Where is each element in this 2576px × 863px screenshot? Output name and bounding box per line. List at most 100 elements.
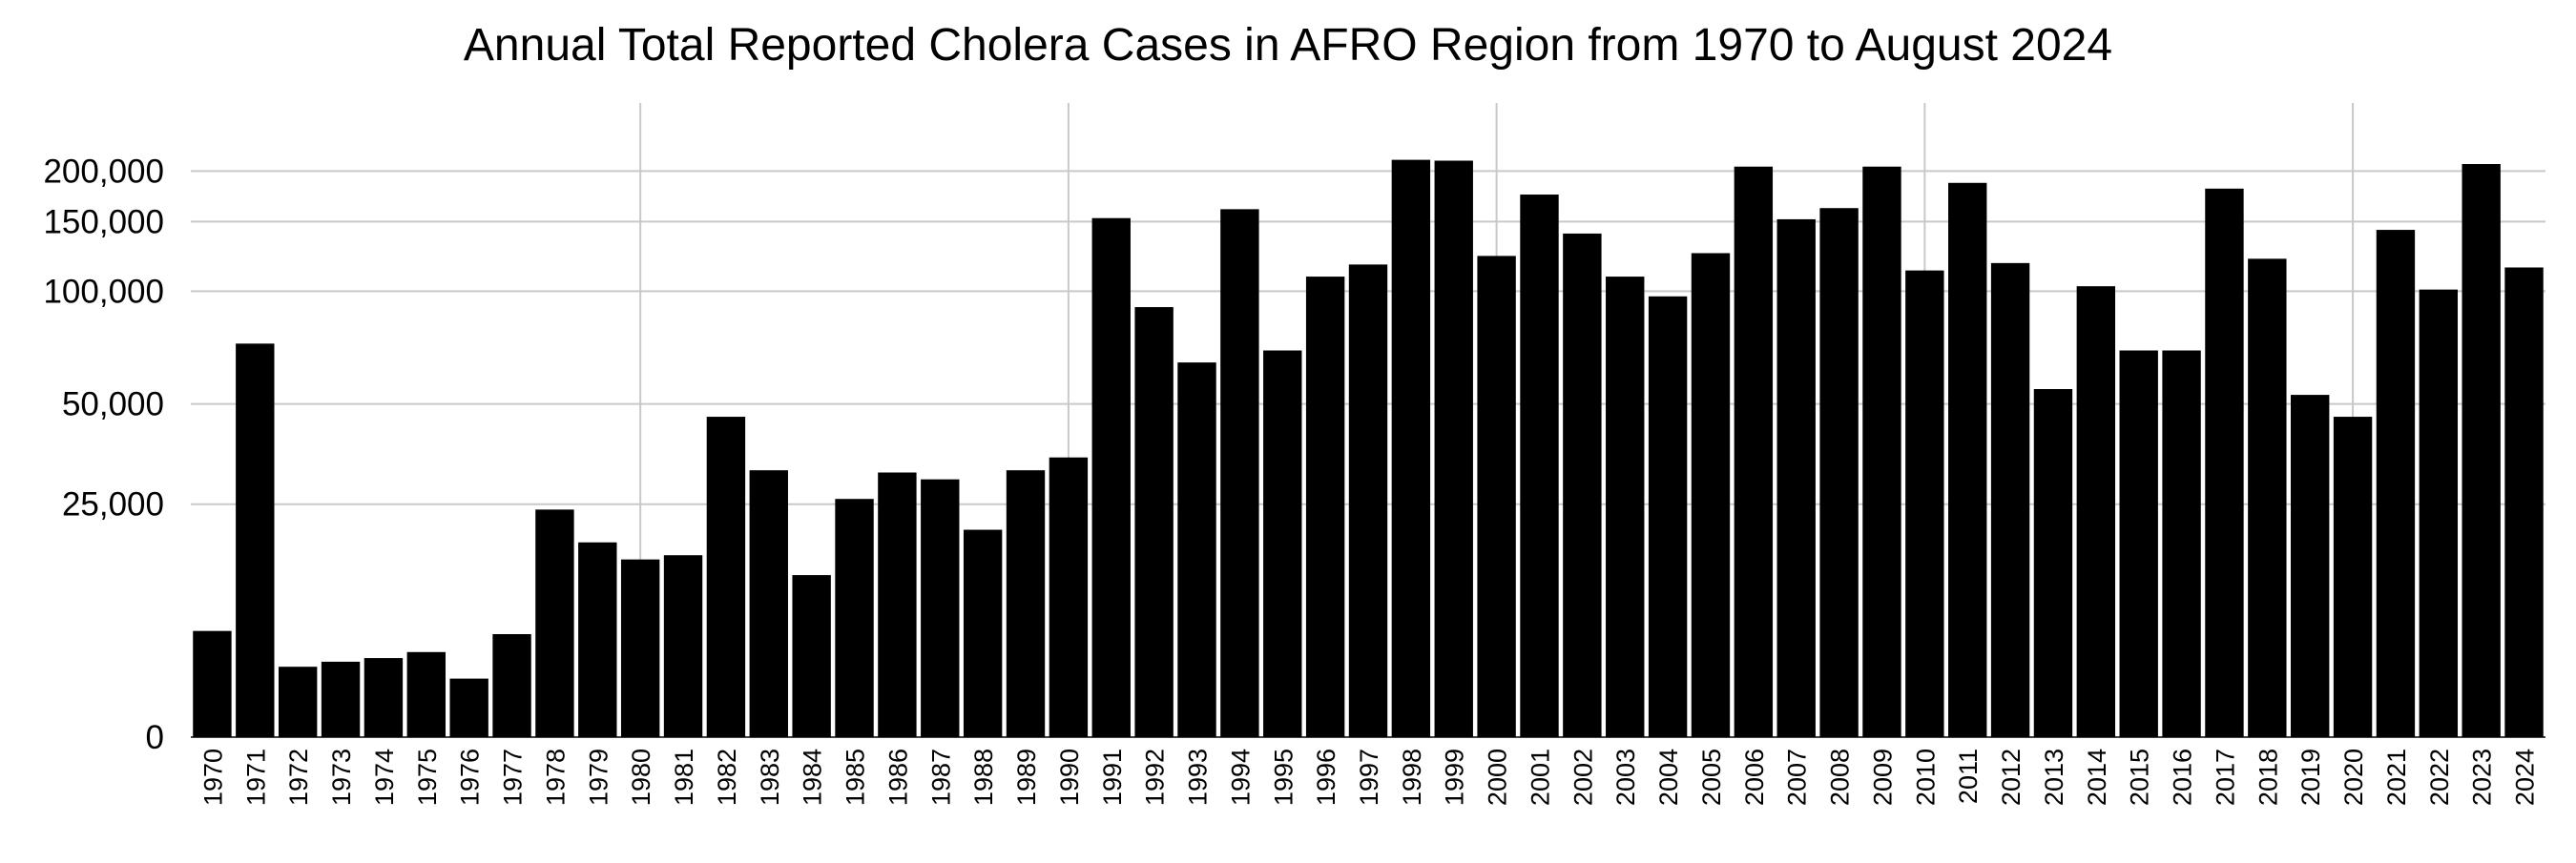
bar-2008 <box>1819 208 1859 737</box>
y-tick-label: 200,000 <box>43 153 164 190</box>
chart-title: Annual Total Reported Cholera Cases in A… <box>464 20 2112 71</box>
bar-2016 <box>2162 350 2201 737</box>
x-tick-label: 1984 <box>799 749 827 806</box>
x-tick-label: 2001 <box>1526 749 1554 806</box>
x-tick-label: 1993 <box>1184 749 1213 806</box>
x-tick-label: 2008 <box>1826 749 1855 806</box>
bar-2005 <box>1691 253 1731 737</box>
x-tick-label: 1998 <box>1398 749 1426 806</box>
x-tick-label: 2013 <box>2040 749 2068 806</box>
x-tick-label: 1979 <box>584 749 613 806</box>
bar-2021 <box>2376 230 2416 737</box>
x-tick-label: 1985 <box>841 749 870 806</box>
bar-1987 <box>921 479 960 737</box>
x-tick-label: 1970 <box>198 749 227 806</box>
x-tick-label: 2017 <box>2211 749 2239 806</box>
bars <box>193 159 2544 738</box>
bar-1994 <box>1220 209 1259 737</box>
y-axis-ticks: 0 25,000 50,000 100,000 150,000 200,000 <box>43 153 164 756</box>
bar-1998 <box>1391 159 1431 737</box>
x-tick-label: 2007 <box>1783 749 1812 806</box>
bar-1981 <box>663 555 703 737</box>
bar-2007 <box>1776 218 1816 738</box>
x-tick-label: 2012 <box>1997 749 2025 806</box>
x-tick-label: 2003 <box>1611 749 1640 806</box>
bar-1991 <box>1091 217 1131 738</box>
x-tick-label: 2024 <box>2511 749 2540 806</box>
bar-1980 <box>620 559 660 737</box>
y-tick-label: 100,000 <box>43 273 164 310</box>
bar-1989 <box>1006 470 1046 737</box>
bar-1970 <box>193 630 232 737</box>
bar-1997 <box>1348 264 1388 737</box>
x-tick-label: 1990 <box>1055 749 1084 806</box>
x-tick-label: 1987 <box>926 749 955 806</box>
bar-1992 <box>1134 307 1174 737</box>
bar-2000 <box>1477 256 1516 737</box>
x-tick-label: 1989 <box>1012 749 1041 806</box>
x-tick-label: 2020 <box>2339 749 2368 806</box>
x-tick-label: 2010 <box>1911 749 1940 806</box>
x-tick-label: 1986 <box>883 749 912 806</box>
bar-2009 <box>1862 166 1901 737</box>
bar-1993 <box>1177 362 1216 737</box>
bar-1988 <box>963 529 1003 737</box>
bar-2024 <box>2504 267 2544 737</box>
x-tick-label: 2002 <box>1568 749 1597 806</box>
x-tick-label: 1978 <box>541 749 570 806</box>
x-tick-label: 2015 <box>2126 749 2154 806</box>
bar-2018 <box>2248 258 2287 737</box>
x-tick-label: 1988 <box>969 749 998 806</box>
x-tick-label: 2022 <box>2425 749 2454 806</box>
bar-1976 <box>449 678 488 737</box>
bar-1979 <box>578 542 617 737</box>
x-tick-label: 2018 <box>2254 749 2282 806</box>
bar-2004 <box>1648 296 1688 737</box>
bar-2022 <box>2419 289 2459 737</box>
bar-1996 <box>1305 277 1345 737</box>
bar-2010 <box>1905 270 1944 737</box>
bar-1983 <box>749 470 788 737</box>
bar-1995 <box>1263 350 1302 737</box>
x-tick-label: 1971 <box>241 749 270 806</box>
x-tick-label: 1992 <box>1141 749 1170 806</box>
bar-1985 <box>835 499 874 737</box>
bar-2001 <box>1520 195 1559 737</box>
y-tick-label: 150,000 <box>43 203 164 240</box>
x-tick-label: 1973 <box>327 749 356 806</box>
x-tick-label: 2014 <box>2083 749 2111 806</box>
bar-2017 <box>2205 188 2244 737</box>
bar-1999 <box>1434 160 1473 738</box>
x-tick-label: 1975 <box>413 749 442 806</box>
x-tick-label: 2005 <box>1697 749 1726 806</box>
x-tick-label: 1997 <box>1355 749 1383 806</box>
bar-1971 <box>236 343 275 737</box>
x-tick-label: 1999 <box>1441 749 1469 806</box>
y-tick-label: 0 <box>146 719 164 756</box>
bar-2014 <box>2076 286 2116 737</box>
x-tick-label: 1981 <box>670 749 698 806</box>
x-tick-label: 2016 <box>2169 749 2197 806</box>
bar-1982 <box>706 417 746 737</box>
y-tick-label: 25,000 <box>62 486 164 524</box>
bar-1973 <box>321 661 361 737</box>
x-tick-label: 2021 <box>2382 749 2411 806</box>
x-tick-label: 1980 <box>627 749 655 806</box>
x-tick-label: 2019 <box>2296 749 2325 806</box>
x-tick-label: 1972 <box>284 749 313 806</box>
bar-2003 <box>1606 277 1645 737</box>
bar-1977 <box>492 633 531 737</box>
bar-2019 <box>2291 395 2330 737</box>
x-tick-label: 2004 <box>1654 749 1683 806</box>
x-tick-label: 2006 <box>1740 749 1769 806</box>
x-tick-label: 1976 <box>456 749 485 806</box>
bar-2023 <box>2462 164 2501 737</box>
bar-2020 <box>2333 417 2373 737</box>
bar-1990 <box>1049 457 1089 737</box>
x-tick-label: 2000 <box>1484 749 1512 806</box>
x-tick-label: 1983 <box>756 749 784 806</box>
bar-2006 <box>1734 166 1774 737</box>
bar-2002 <box>1563 233 1602 738</box>
bar-2015 <box>2119 350 2158 737</box>
